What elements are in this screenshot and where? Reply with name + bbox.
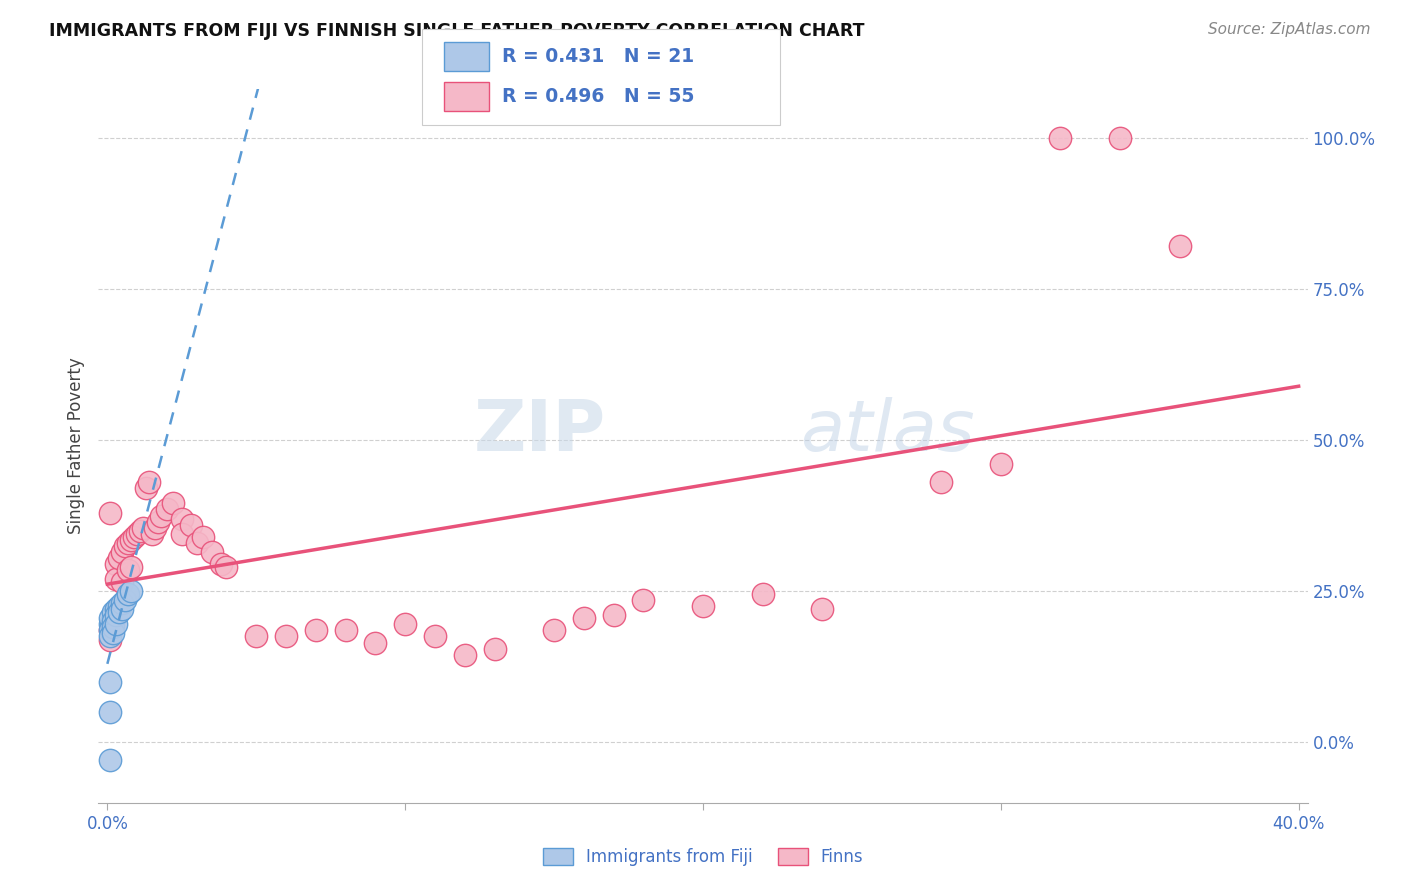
Point — [305, 624, 328, 638]
Point — [215, 560, 238, 574]
Point — [394, 617, 416, 632]
Point — [98, 624, 121, 638]
Point — [98, 705, 121, 719]
Point — [1049, 130, 1071, 145]
Point — [105, 557, 128, 571]
Point — [423, 630, 446, 644]
Point — [129, 524, 152, 538]
Point — [103, 617, 125, 632]
Point — [114, 539, 136, 553]
Point — [103, 615, 125, 629]
Point — [191, 530, 214, 544]
Point — [108, 550, 131, 565]
Legend: Immigrants from Fiji, Finns: Immigrants from Fiji, Finns — [536, 841, 870, 873]
Point — [335, 624, 357, 638]
Text: R = 0.431   N = 21: R = 0.431 N = 21 — [502, 47, 695, 66]
Point — [209, 557, 232, 571]
Point — [141, 526, 163, 541]
Point — [274, 630, 297, 644]
Point — [454, 648, 477, 662]
Point — [245, 630, 267, 644]
Point — [111, 545, 134, 559]
Text: ZIP: ZIP — [474, 397, 606, 467]
Point — [162, 496, 184, 510]
Point — [103, 605, 125, 619]
Point — [98, 624, 121, 638]
Point — [103, 626, 125, 640]
Point — [117, 587, 139, 601]
Point — [170, 526, 193, 541]
Point — [111, 602, 134, 616]
Point — [200, 545, 222, 559]
Point — [572, 611, 595, 625]
Text: atlas: atlas — [800, 397, 974, 467]
Point — [1109, 130, 1132, 145]
Point — [120, 533, 142, 547]
Point — [108, 605, 131, 619]
Point — [105, 572, 128, 586]
Point — [98, 632, 121, 647]
Point — [114, 593, 136, 607]
Point — [170, 511, 193, 525]
Point — [117, 563, 139, 577]
Point — [692, 599, 714, 614]
Point — [98, 674, 121, 689]
Point — [543, 624, 565, 638]
Point — [98, 611, 121, 625]
Point — [105, 602, 128, 616]
Text: Source: ZipAtlas.com: Source: ZipAtlas.com — [1208, 22, 1371, 37]
Point — [108, 599, 131, 614]
Point — [117, 535, 139, 549]
Point — [120, 584, 142, 599]
Point — [122, 530, 145, 544]
Point — [149, 508, 172, 523]
Point — [127, 526, 149, 541]
Point — [156, 502, 179, 516]
Point — [132, 521, 155, 535]
Point — [103, 620, 125, 634]
Point — [1168, 239, 1191, 253]
Point — [633, 593, 655, 607]
Y-axis label: Single Father Poverty: Single Father Poverty — [66, 358, 84, 534]
Point — [811, 602, 834, 616]
Point — [135, 481, 157, 495]
Point — [929, 475, 952, 490]
Point — [98, 630, 121, 644]
Point — [138, 475, 160, 490]
Point — [484, 641, 506, 656]
Text: R = 0.496   N = 55: R = 0.496 N = 55 — [502, 87, 695, 106]
Point — [990, 457, 1012, 471]
Point — [105, 617, 128, 632]
Point — [105, 608, 128, 623]
Point — [120, 560, 142, 574]
Point — [111, 596, 134, 610]
Point — [186, 535, 208, 549]
Point — [98, 506, 121, 520]
Text: IMMIGRANTS FROM FIJI VS FINNISH SINGLE FATHER POVERTY CORRELATION CHART: IMMIGRANTS FROM FIJI VS FINNISH SINGLE F… — [49, 22, 865, 40]
Point — [751, 587, 773, 601]
Point — [602, 608, 624, 623]
Point — [111, 575, 134, 590]
Point — [98, 617, 121, 632]
Point — [98, 754, 121, 768]
Point — [146, 515, 169, 529]
Point — [180, 517, 202, 532]
Point — [143, 521, 166, 535]
Point — [364, 635, 387, 649]
